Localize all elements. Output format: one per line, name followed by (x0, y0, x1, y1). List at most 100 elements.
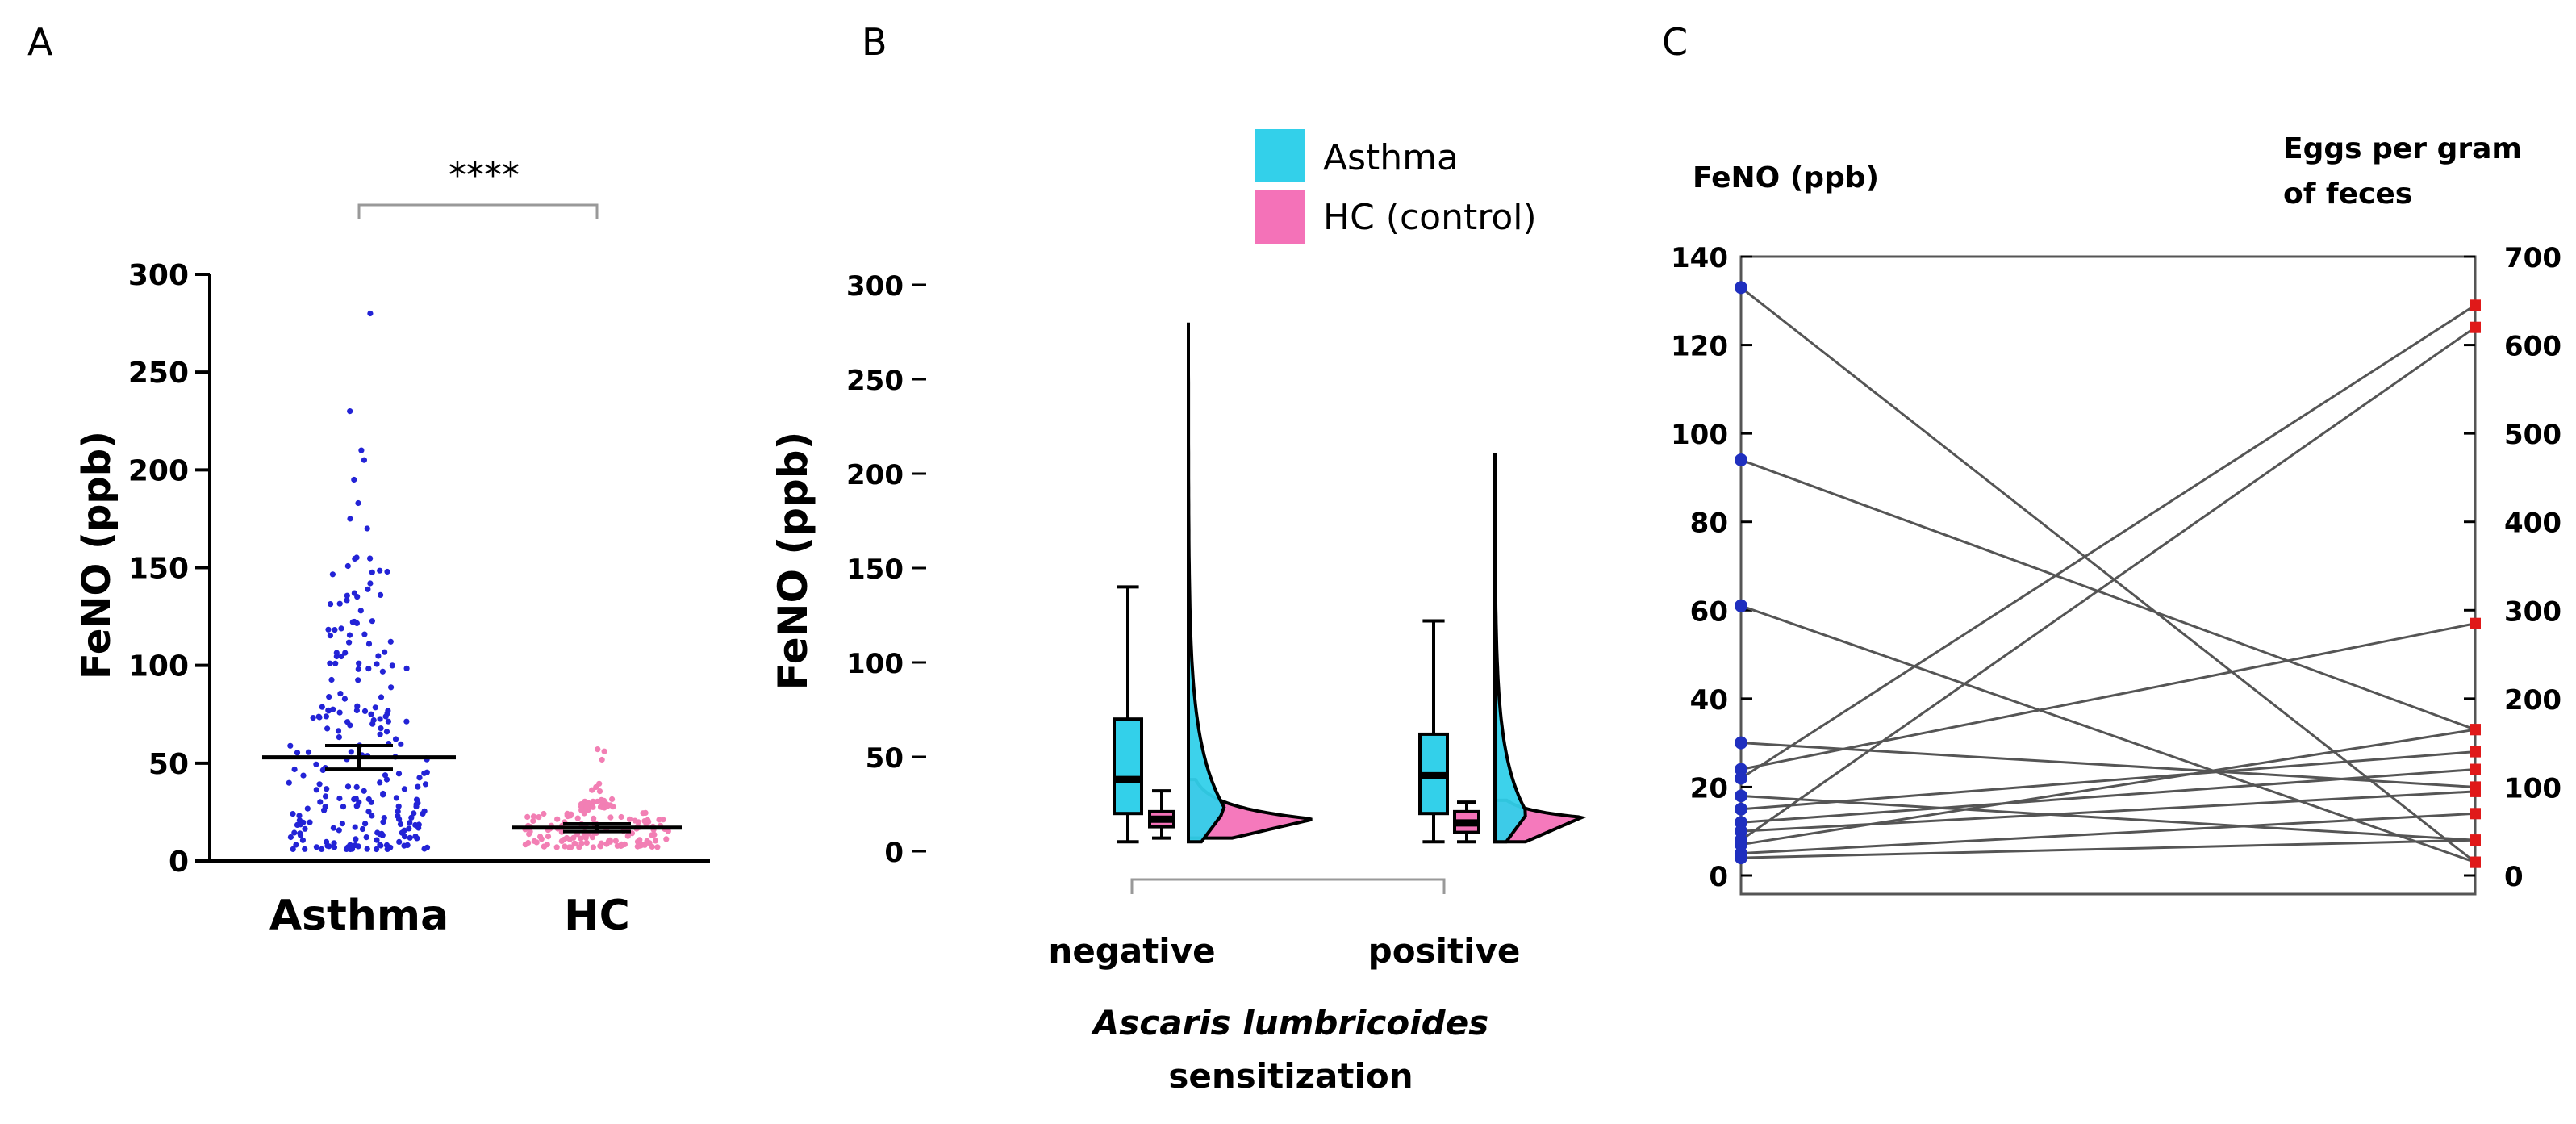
asthma-dot (290, 846, 296, 852)
hc-dot (578, 835, 584, 842)
panel-b-ytick-label: 300 (846, 270, 904, 303)
asthma-dot (411, 810, 417, 817)
asthma-dot (395, 771, 403, 777)
hc-dot (660, 817, 666, 823)
asthma-dot (379, 668, 386, 675)
asthma-dot (401, 827, 407, 834)
asthma-dot (369, 813, 375, 819)
hc-dot (624, 833, 631, 839)
hc-dot (562, 843, 568, 850)
asthma-dot (339, 821, 345, 827)
asthma-dot (336, 600, 343, 607)
hc-dot (607, 814, 614, 821)
hc-dot (626, 816, 633, 822)
asthma-dot (332, 627, 338, 633)
asthma-dot (352, 842, 358, 849)
panel-a-ylabel: FeNO (ppb) (74, 431, 119, 679)
asthma-dot (374, 661, 380, 667)
asthma-dot (407, 820, 413, 826)
asthma-dot (378, 725, 384, 732)
asthma-dot (307, 819, 313, 825)
asthma-dot (388, 684, 395, 691)
asthma-dot (365, 586, 371, 592)
hc-dot (589, 787, 595, 793)
asthma-dot (398, 741, 404, 747)
hc-dot (632, 817, 638, 824)
panel-c-pair-line (1740, 326, 2476, 842)
asthma-dot (302, 825, 308, 832)
hc-dot (576, 844, 582, 850)
asthma-dot (363, 834, 369, 841)
hc-dot (637, 842, 644, 849)
asthma-dot (365, 641, 373, 647)
asthma-dot (377, 567, 383, 574)
asthma-dot (380, 790, 386, 797)
asthma-dot (356, 660, 362, 666)
asthma-dot (304, 805, 311, 812)
asthma-dot (322, 804, 328, 810)
panel-c-ylabel-left: FeNO (ppb) (1693, 161, 1879, 194)
asthma-dot (353, 554, 360, 561)
panel-c-ytick-right-label: 200 (2504, 684, 2561, 717)
asthma-dot (344, 562, 351, 570)
panel-c-pair-line (1740, 304, 2476, 779)
hc-dot (601, 797, 607, 804)
legend-hc-swatch (1255, 190, 1305, 244)
asthma-dot (401, 842, 407, 849)
asthma-dot (330, 706, 336, 712)
asthma-dot (384, 568, 390, 575)
hc-dot (530, 817, 536, 825)
asthma-dot (294, 821, 301, 828)
asthma-dot (406, 825, 412, 832)
panel-a-ytick-label: 0 (169, 846, 189, 879)
asthma-dot (383, 776, 390, 783)
asthma-dot (367, 580, 374, 587)
panel-c-pair-line (1740, 790, 2476, 833)
asthma-dot (421, 846, 428, 852)
panel-c-frame (1739, 255, 2477, 896)
asthma-dot (340, 804, 347, 810)
asthma-dot (421, 770, 428, 776)
panel-b-ytick-label: 50 (866, 742, 904, 775)
legend-hc-label: HC (control) (1323, 197, 1537, 238)
asthma-dot (375, 653, 382, 659)
hc-dot (582, 834, 589, 841)
panel-c-epg-point (2470, 617, 2481, 629)
asthma-dot (353, 836, 359, 842)
asthma-dot (319, 704, 325, 710)
hc-dot (601, 804, 607, 811)
asthma-dot (377, 842, 383, 848)
asthma-dot (300, 772, 307, 779)
panel-c-ytick-right-label: 300 (2504, 595, 2561, 628)
asthma-dot (338, 653, 344, 660)
asthma-dot (378, 591, 384, 599)
asthma-dot (370, 717, 377, 724)
asthma-dot (338, 625, 344, 632)
panel-c-pair-line (1740, 838, 2476, 859)
panel-c-epg-point (2470, 808, 2481, 820)
asthma-dot (327, 633, 333, 639)
asthma-dot (383, 729, 390, 735)
asthma-dot (403, 718, 410, 725)
asthma-dot (329, 571, 336, 578)
asthma-dot (389, 662, 395, 669)
panel-c-ytick-right-label: 100 (2504, 772, 2561, 804)
asthma-dot (361, 708, 369, 715)
asthma-dot (325, 626, 332, 633)
hc-dot (651, 831, 658, 838)
panel-a-ytick-label: 50 (148, 748, 189, 781)
panel-c-pair-line (1740, 794, 2476, 842)
asthma-dot (337, 691, 344, 697)
panel-b-category-bracket (1130, 878, 1446, 894)
hc-dot (614, 842, 620, 849)
asthma-dot (415, 800, 421, 806)
hc-dot (525, 839, 532, 846)
asthma-dot (323, 713, 329, 720)
hc-dot (596, 788, 603, 795)
asthma-dot (369, 618, 375, 625)
asthma-dot (365, 809, 372, 815)
panel-c-epg-point (2470, 834, 2481, 846)
panel-c-feno-point (1735, 802, 1747, 816)
hc-dot (585, 800, 591, 806)
hc-dot (607, 837, 613, 843)
